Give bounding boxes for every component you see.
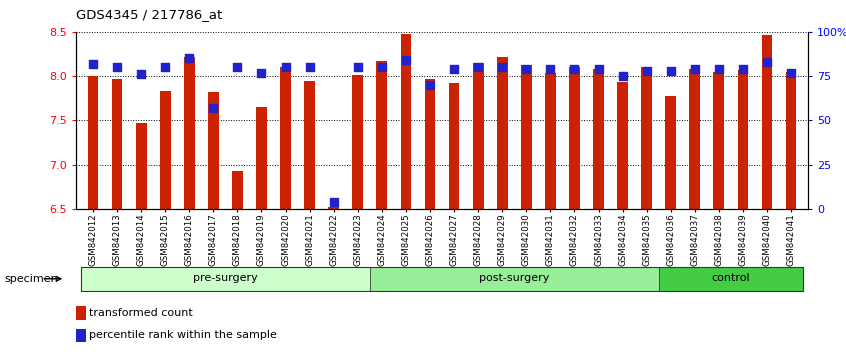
Bar [738, 70, 749, 209]
Point [183, 56, 196, 61]
Bar [328, 207, 339, 209]
Bar [641, 67, 652, 209]
Bar [370, 267, 659, 291]
Bar [184, 57, 195, 209]
Point [448, 66, 461, 72]
Point [351, 64, 365, 70]
Bar [135, 123, 146, 209]
Point [761, 59, 774, 65]
Bar [713, 72, 724, 209]
Bar [208, 92, 219, 209]
Bar [659, 267, 803, 291]
Bar [786, 72, 796, 209]
Bar [425, 79, 436, 209]
Bar [521, 65, 531, 209]
Point [519, 66, 533, 72]
Point [640, 68, 653, 74]
Text: percentile rank within the sample: percentile rank within the sample [90, 330, 277, 341]
Bar [400, 34, 411, 209]
Bar [88, 76, 98, 209]
Bar [376, 61, 387, 209]
Bar [280, 67, 291, 209]
Point [616, 73, 629, 79]
Point [399, 57, 413, 63]
Point [158, 64, 172, 70]
Point [110, 64, 124, 70]
Bar [497, 57, 508, 209]
Point [303, 64, 316, 70]
Point [375, 64, 388, 70]
Bar [473, 63, 484, 209]
Text: specimen: specimen [4, 274, 58, 284]
Text: control: control [711, 273, 750, 283]
Bar [232, 171, 243, 209]
Point [135, 72, 148, 77]
Point [544, 66, 558, 72]
Point [784, 70, 798, 75]
Point [231, 64, 244, 70]
Bar [76, 307, 85, 320]
Text: post-surgery: post-surgery [479, 273, 549, 283]
Bar [618, 82, 628, 209]
Point [736, 66, 750, 72]
Point [568, 66, 581, 72]
Text: GDS4345 / 217786_at: GDS4345 / 217786_at [76, 8, 222, 21]
Point [327, 199, 340, 205]
Bar [256, 107, 266, 209]
Bar [569, 67, 580, 209]
Bar [112, 79, 123, 209]
Point [423, 82, 437, 88]
Point [712, 66, 726, 72]
Text: pre-surgery: pre-surgery [193, 273, 258, 283]
Bar [160, 91, 171, 209]
Point [688, 66, 701, 72]
Point [279, 64, 293, 70]
Bar [593, 69, 604, 209]
Point [86, 61, 100, 67]
Point [206, 105, 220, 111]
Text: transformed count: transformed count [90, 308, 193, 318]
Bar [665, 97, 676, 209]
Point [664, 68, 678, 74]
Bar [689, 69, 700, 209]
Bar [305, 80, 315, 209]
Point [591, 66, 605, 72]
Bar [545, 74, 556, 209]
Point [255, 70, 268, 75]
Bar [448, 83, 459, 209]
Bar [353, 75, 363, 209]
Bar [76, 329, 85, 342]
Bar [81, 267, 370, 291]
Point [471, 64, 485, 70]
Bar [761, 34, 772, 209]
Point [496, 64, 509, 70]
